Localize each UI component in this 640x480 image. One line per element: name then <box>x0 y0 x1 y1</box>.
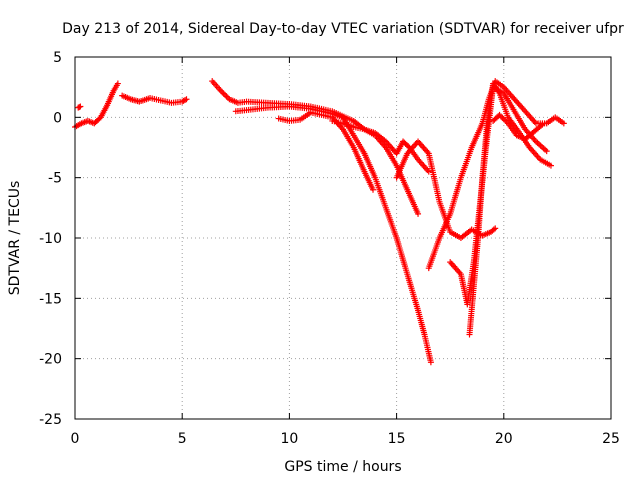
data-point <box>425 168 432 175</box>
data-point <box>183 96 190 103</box>
series-arc-11 <box>490 111 546 143</box>
chart-title: Day 213 of 2014, Sidereal Day-to-day VTE… <box>62 21 624 37</box>
y-tick-label: -20 <box>39 352 62 368</box>
data-point <box>539 121 546 128</box>
data-point <box>114 80 121 87</box>
x-tick-label: 5 <box>178 431 187 447</box>
x-axis-label: GPS time / hours <box>284 459 401 475</box>
series-arc-1 <box>72 80 121 130</box>
data-point <box>492 225 499 232</box>
data-point <box>415 210 422 217</box>
series-arc-4 <box>232 103 434 366</box>
plot-markers <box>72 78 567 366</box>
y-axis-label: SDTVAR / TECUs <box>7 181 23 296</box>
data-point <box>543 148 550 155</box>
data-point <box>427 359 434 366</box>
y-tick-label: -10 <box>39 231 62 247</box>
x-tick-label: 10 <box>280 431 298 447</box>
series-arc-1b <box>75 103 84 111</box>
data-point <box>370 186 377 193</box>
y-tick-label: -5 <box>48 171 62 187</box>
series-arc-6 <box>329 117 432 175</box>
y-tick-label: -25 <box>39 412 62 428</box>
y-tick-label: 0 <box>53 110 62 126</box>
x-tick-label: 25 <box>602 431 620 447</box>
x-tick-label: 20 <box>495 431 513 447</box>
x-tick-label: 15 <box>388 431 406 447</box>
data-point <box>77 103 84 110</box>
data-point <box>547 162 554 169</box>
data-point <box>76 104 83 111</box>
axis-ticks: 0 5 10 15 20 25 5 0 -5 -10 -15 -20 -25 <box>39 50 620 447</box>
data-point <box>560 120 567 127</box>
series-arc-5 <box>275 109 377 193</box>
x-tick-label: 0 <box>71 431 80 447</box>
y-tick-label: -15 <box>39 291 62 307</box>
series-arc-2 <box>119 92 190 106</box>
y-tick-label: 5 <box>53 50 62 66</box>
